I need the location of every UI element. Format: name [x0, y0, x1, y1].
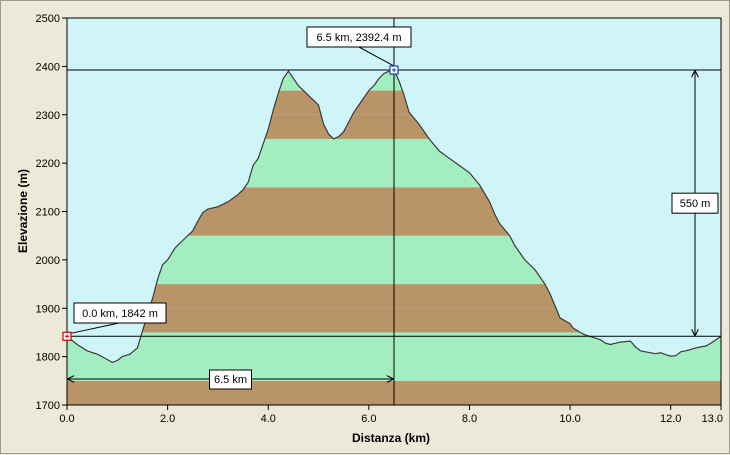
- y-tick-label: 1900: [36, 303, 60, 315]
- y-tick-label: 1800: [36, 352, 60, 364]
- peak-label-box: [306, 26, 412, 48]
- y-tick-label: 1700: [36, 400, 60, 412]
- distance-annotation: 6.5 km: [68, 369, 393, 390]
- y-tick-label: 2100: [36, 207, 60, 219]
- x-tick-label: 0.0: [59, 413, 74, 425]
- y-tick-label: 2200: [36, 158, 60, 170]
- elevation-gain-label: 550 m: [680, 198, 711, 210]
- start-point-annotation: 0.0 km, 1842 m: [62, 302, 167, 341]
- peak-point-annotation: 6.5 km, 2392.4 m: [306, 26, 412, 75]
- y-axis-ticks: 1700 1800 1900 2000 2100 2200 2300 2400 2500: [36, 13, 67, 412]
- x-tick-label: 12.0: [660, 413, 681, 425]
- x-axis-ticks: 0.0 2.0 4.0 6.0 8.0 10.0 12.0 13.0: [59, 405, 723, 425]
- x-tick-label: 8.0: [462, 413, 477, 425]
- y-tick-label: 2400: [36, 61, 60, 73]
- y-axis-title: Elevazione (m): [16, 169, 30, 253]
- x-axis-title: Distanza (km): [352, 431, 430, 445]
- x-tick-label: 6.0: [361, 413, 376, 425]
- x-tick-label: 13.0: [702, 413, 723, 425]
- elevation-profile-line: [66, 69, 722, 364]
- y-tick-label: 2000: [36, 255, 60, 267]
- start-point-marker: [62, 331, 72, 341]
- x-tick-label: 10.0: [559, 413, 580, 425]
- start-label-box: [73, 302, 167, 324]
- start-label: 0.0 km, 1842 m: [82, 308, 158, 320]
- peak-point-marker: [389, 65, 399, 75]
- x-tick-label: 4.0: [261, 413, 276, 425]
- elevation-gain-annotation: 550 m: [671, 71, 719, 335]
- x-tick-label: 2.0: [160, 413, 175, 425]
- distance-label: 6.5 km: [214, 374, 247, 386]
- y-tick-label: 2300: [36, 110, 60, 122]
- y-tick-label: 2500: [36, 13, 60, 25]
- peak-label: 6.5 km, 2392.4 m: [317, 32, 402, 44]
- elevation-gain-label-box: [671, 192, 719, 214]
- distance-label-box: [209, 369, 252, 390]
